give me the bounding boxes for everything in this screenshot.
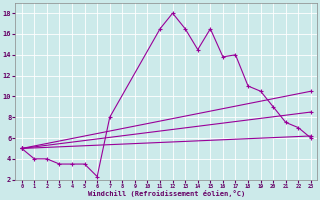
X-axis label: Windchill (Refroidissement éolien,°C): Windchill (Refroidissement éolien,°C) (88, 190, 245, 197)
